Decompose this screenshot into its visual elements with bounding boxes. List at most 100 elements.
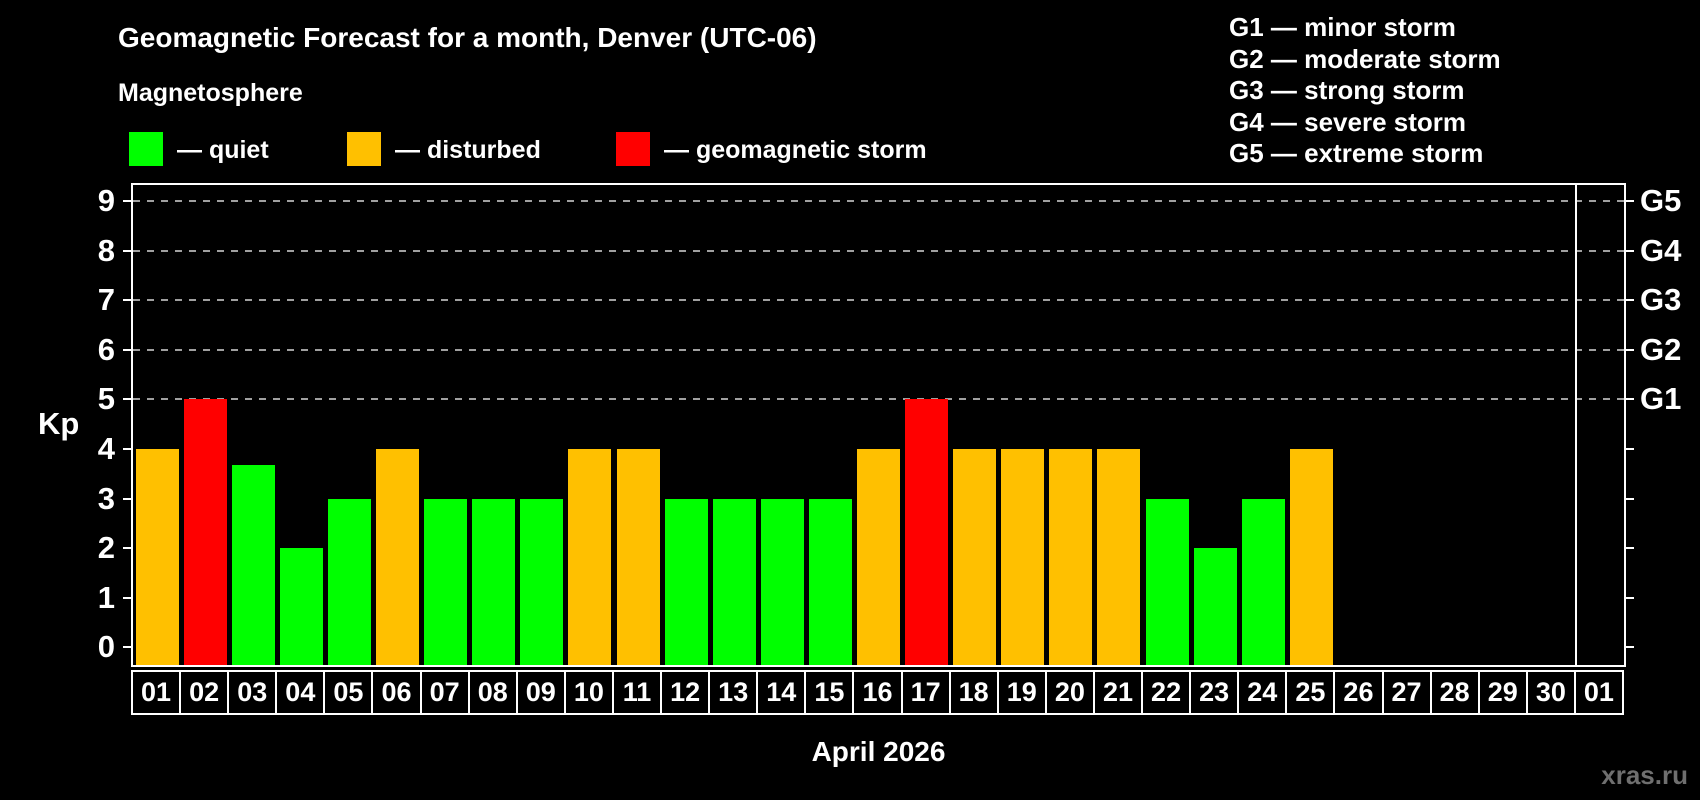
- y-tick-right: [1626, 497, 1634, 500]
- y-tick-label-0: 0: [97, 629, 115, 665]
- month-separator-line: [1574, 185, 1577, 665]
- y-tick-left: [123, 200, 131, 202]
- kp-bar-day-13: [712, 498, 756, 665]
- x-tick-cell-1: 02: [179, 670, 230, 715]
- x-tick-cell-19: 20: [1044, 670, 1095, 715]
- kp-bar-day-06: [376, 449, 420, 665]
- y-tick-right: [1626, 299, 1634, 302]
- y-axis-title: Kp: [38, 406, 80, 441]
- x-tick-cell-7: 08: [467, 670, 518, 715]
- g-scale-label-G1: G1: [1640, 381, 1682, 417]
- kp-bar-day-11: [616, 449, 660, 665]
- x-tick-cell-21: 22: [1141, 670, 1192, 715]
- y-tick-left: [123, 299, 131, 302]
- x-tick-cell-22: 23: [1189, 670, 1240, 715]
- g-scale-label-G4: G4: [1640, 232, 1682, 268]
- storm-scale-item-g5: G5 — extreme storm: [1229, 138, 1484, 168]
- x-tick-cell-16: 17: [900, 670, 951, 715]
- kp-bar-day-12: [664, 498, 708, 665]
- x-tick-cell-2: 03: [227, 670, 278, 715]
- y-tick-left: [123, 596, 131, 599]
- gridline-kp5: [133, 398, 1624, 401]
- x-tick-cell-28: 29: [1477, 670, 1528, 715]
- x-axis-title: April 2026: [811, 736, 946, 767]
- x-tick-cell-15: 16: [852, 670, 903, 715]
- y-tick-label-6: 6: [97, 331, 115, 367]
- y-tick-right: [1626, 348, 1634, 351]
- storm-scale-item-g1: G1 — minor storm: [1229, 12, 1456, 42]
- gridline-kp8: [133, 249, 1624, 252]
- y-tick-label-4: 4: [97, 431, 115, 466]
- storm-swatch-icon: [616, 132, 650, 166]
- x-tick-cell-14: 15: [804, 670, 855, 715]
- x-tick-cell-11: 12: [660, 670, 711, 715]
- y-tick-left: [123, 646, 131, 649]
- y-tick-right: [1626, 448, 1634, 450]
- y-tick-left: [123, 448, 131, 450]
- y-tick-right: [1626, 646, 1634, 649]
- kp-bar-day-07: [424, 498, 468, 665]
- kp-bar-day-04: [279, 548, 323, 665]
- y-tick-right: [1626, 596, 1634, 599]
- y-tick-left: [123, 497, 131, 500]
- storm-scale-item-g2: G2 — moderate storm: [1229, 43, 1501, 74]
- y-tick-label-8: 8: [97, 232, 115, 268]
- kp-bar-day-02: [183, 399, 227, 665]
- storm-scale-legend: G1 — minor storm G2 — moderate storm G3 …: [1229, 12, 1501, 170]
- gridline-kp6: [133, 348, 1624, 351]
- y-tick-label-2: 2: [97, 530, 115, 566]
- x-tick-cell-5: 06: [371, 670, 422, 715]
- y-tick-label-7: 7: [97, 282, 115, 318]
- storm-scale-item-g3: G3 — strong storm: [1229, 75, 1465, 105]
- x-tick-cell-8: 09: [515, 670, 566, 715]
- y-tick-left: [123, 249, 131, 252]
- kp-bar-day-21: [1097, 449, 1141, 665]
- x-tick-cell-6: 07: [419, 670, 470, 715]
- kp-bar-day-23: [1193, 548, 1237, 665]
- x-tick-cell-17: 18: [948, 670, 999, 715]
- y-tick-label-3: 3: [97, 480, 115, 516]
- storm-scale-item-g4: G4 — severe storm: [1229, 106, 1467, 137]
- x-tick-cell-29: 30: [1525, 670, 1576, 715]
- quiet-legend-label: — quiet: [177, 136, 269, 164]
- kp-bar-day-19: [1001, 449, 1045, 665]
- y-tick-right: [1626, 249, 1634, 252]
- g-scale-label-G2: G2: [1640, 331, 1682, 367]
- storm-legend-label: — geomagnetic storm: [664, 136, 927, 164]
- kp-bar-day-03: [231, 465, 275, 665]
- y-tick-right: [1626, 547, 1634, 550]
- y-tick-label-1: 1: [97, 579, 115, 615]
- x-tick-cell-4: 05: [323, 670, 374, 715]
- kp-bar-day-10: [568, 449, 612, 665]
- g-scale-label-G3: G3: [1640, 282, 1682, 318]
- x-tick-cell-18: 19: [996, 670, 1047, 715]
- disturbed-legend-label: — disturbed: [395, 136, 541, 164]
- g-scale-label-G5: G5: [1640, 183, 1682, 218]
- kp-bar-day-17: [905, 399, 949, 665]
- gridline-kp7: [133, 299, 1624, 302]
- kp-bar-day-14: [760, 498, 804, 665]
- kp-bar-day-15: [808, 498, 852, 665]
- y-tick-label-9: 9: [97, 183, 115, 218]
- kp-bar-day-16: [857, 449, 900, 665]
- kp-bar-day-25: [1289, 449, 1333, 665]
- x-tick-cell-3: 04: [275, 670, 326, 715]
- y-tick-left: [123, 547, 131, 550]
- x-tick-cell-9: 10: [563, 670, 614, 715]
- page-title: Geomagnetic Forecast for a month, Denver…: [118, 22, 817, 53]
- kp-bar-day-08: [472, 498, 516, 665]
- x-tick-cell-12: 13: [708, 670, 759, 715]
- kp-bar-day-20: [1049, 449, 1093, 665]
- y-tick-right: [1626, 398, 1634, 401]
- kp-bar-day-09: [520, 498, 564, 665]
- x-tick-cell-20: 21: [1092, 670, 1144, 715]
- quiet-swatch-icon: [129, 132, 163, 166]
- x-tick-cell-25: 26: [1333, 670, 1384, 715]
- x-tick-cell-30: 01: [1573, 670, 1624, 715]
- x-tick-cell-27: 28: [1429, 670, 1480, 715]
- kp-bar-day-18: [953, 449, 997, 665]
- kp-bar-day-01: [135, 449, 179, 665]
- kp-bar-day-05: [327, 498, 371, 665]
- watermark: xras.ru: [1601, 760, 1688, 790]
